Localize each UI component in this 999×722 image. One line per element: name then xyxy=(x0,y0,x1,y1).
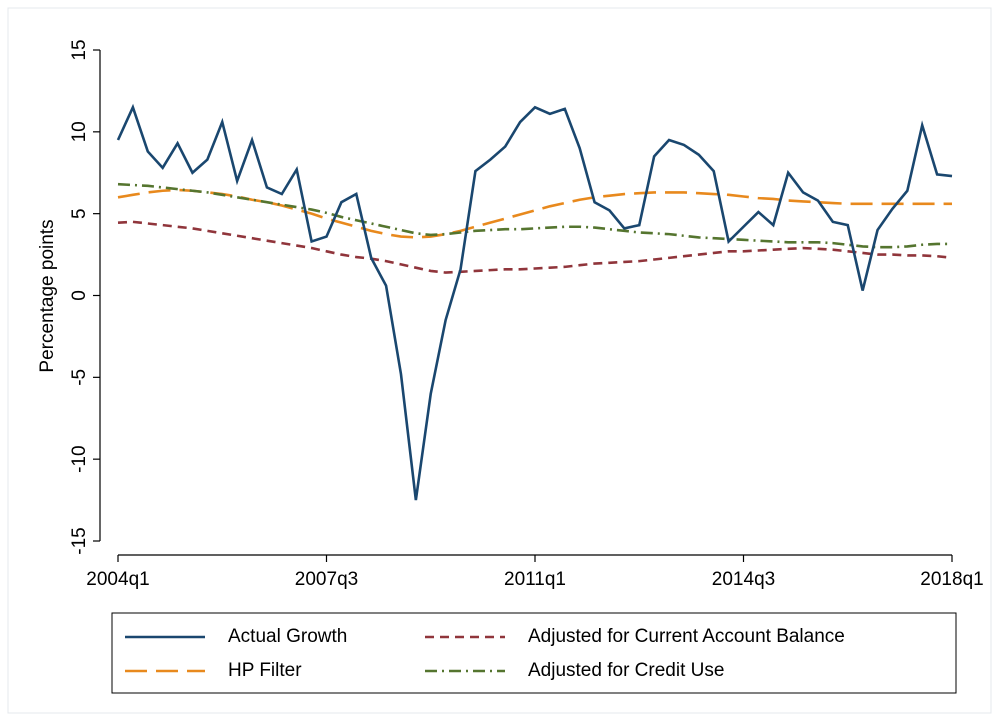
series-line xyxy=(117,188,952,239)
y-tick-label: 10 xyxy=(69,121,90,142)
y-tick-label: -15 xyxy=(69,527,90,554)
series-line xyxy=(117,182,952,249)
y-tick-label: -5 xyxy=(69,369,90,386)
x-tick-label: 2014q3 xyxy=(712,569,775,590)
chart-frame xyxy=(7,7,992,714)
y-tick-label: 0 xyxy=(69,290,90,301)
y-tick-label: -10 xyxy=(69,445,90,472)
legend-label: Actual Growth xyxy=(228,626,347,647)
x-tick-label: 2011q1 xyxy=(504,569,566,590)
x-tick-label: 2007q3 xyxy=(295,569,358,590)
legend-label: Adjusted for Current Account Balance xyxy=(528,626,845,647)
y-tick-label: 15 xyxy=(69,39,90,60)
series-line xyxy=(117,220,953,274)
y-tick-label: 5 xyxy=(69,208,90,219)
legend-label: HP Filter xyxy=(228,660,302,681)
x-tick-label: 2018q1 xyxy=(920,569,983,590)
y-axis-title: Percentage points xyxy=(37,219,58,372)
legend-box xyxy=(111,612,957,694)
x-tick-label: 2004q1 xyxy=(86,569,149,590)
legend-label: Adjusted for Credit Use xyxy=(528,660,724,681)
series-line xyxy=(116,103,953,501)
